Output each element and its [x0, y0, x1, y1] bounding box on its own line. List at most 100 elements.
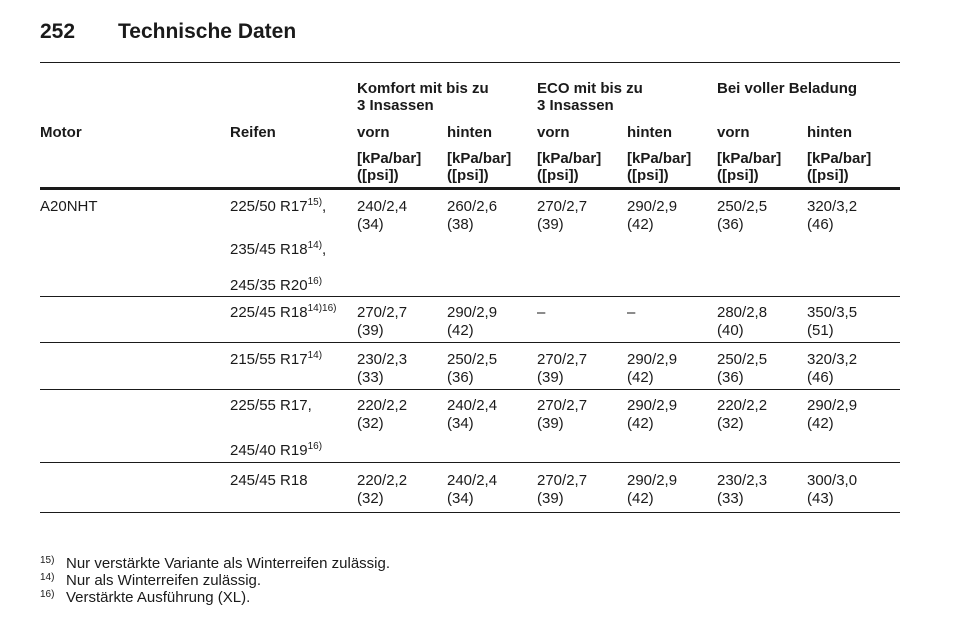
pressure-text: 240/2,4 — [447, 472, 498, 489]
footnote-ref: 15) — [307, 197, 323, 208]
pressure-text: (32) — [717, 415, 744, 432]
page-number: 252 — [40, 20, 76, 43]
column-header: vorn — [357, 124, 390, 141]
pressure: (39) — [537, 216, 564, 233]
pressure: (46) — [807, 369, 834, 386]
pressure-text: 270/2,7 — [537, 472, 588, 489]
pressure: 260/2,6 — [447, 198, 497, 215]
pressure: (32) — [357, 490, 384, 507]
tire-size: 245/45 R18 — [230, 472, 308, 489]
motor: A20NHT — [40, 198, 98, 215]
pressure: 270/2,7 — [537, 198, 587, 215]
pressure-text: 240/2,4 — [447, 397, 498, 414]
tire-size: 245/40 R19 — [230, 442, 308, 459]
unit-header: [kPa/bar] ([psi]) — [807, 150, 871, 184]
group-header-text: ECO mit bis zu 3 Insassen — [537, 80, 643, 114]
pressure-text: 350/3,5 — [807, 304, 858, 321]
pressure-text: (46) — [807, 216, 834, 233]
pressure-text: (33) — [357, 369, 384, 386]
unit-header: [kPa/bar] ([psi]) — [537, 150, 601, 184]
pressure: 290/2,9 — [627, 472, 677, 489]
pressure-text: (39) — [537, 216, 564, 233]
pressure: (40) — [717, 322, 744, 339]
pressure: 290/2,9 — [627, 397, 677, 414]
pressure: (34) — [357, 216, 384, 233]
pressure-text: 230/2,3 — [717, 472, 768, 489]
footnote-text: Nur verstärkte Variante als Winterreifen… — [66, 555, 391, 572]
pressure-text: (42) — [807, 415, 834, 432]
pressure: (32) — [357, 415, 384, 432]
column-header: hinten — [807, 124, 852, 141]
unit-header-text: [kPa/bar] ([psi]) — [447, 150, 512, 184]
pressure: (36) — [447, 369, 474, 386]
pressure-text: 250/2,5 — [447, 351, 498, 368]
pressure: 250/2,5 — [447, 351, 497, 368]
column-header-text: vorn — [537, 124, 570, 141]
pressure-text: (39) — [357, 322, 384, 339]
pressure-text: 290/2,9 — [627, 472, 678, 489]
pressure: (39) — [537, 490, 564, 507]
motor-text: A20NHT — [40, 198, 98, 215]
group-header-text: Komfort mit bis zu 3 Insassen — [357, 80, 489, 114]
column-header: hinten — [447, 124, 492, 141]
footnote-ref: 16) — [307, 276, 323, 287]
pressure-text: – — [627, 304, 636, 321]
rule — [40, 187, 900, 190]
pressure-text: (33) — [717, 490, 744, 507]
column-header: hinten — [627, 124, 672, 141]
pressure-text: – — [537, 304, 546, 321]
pressure-text: 290/2,9 — [447, 304, 498, 321]
pressure: 220/2,2 — [357, 472, 407, 489]
pressure: 270/2,7 — [537, 397, 587, 414]
pressure-text: (34) — [357, 216, 384, 233]
pressure-text: (42) — [627, 490, 654, 507]
tire: 225/55 R17, — [230, 397, 312, 414]
pressure: 270/2,7 — [537, 472, 587, 489]
footnote-ref: 14)16) — [307, 303, 337, 314]
pressure-text: 260/2,6 — [447, 198, 498, 215]
pressure: (36) — [717, 216, 744, 233]
rule — [40, 342, 900, 343]
column-header-text: hinten — [447, 124, 492, 141]
column-header: vorn — [717, 124, 750, 141]
unit-header: [kPa/bar] ([psi]) — [357, 150, 421, 184]
pressure: 350/3,5 — [807, 304, 857, 321]
tire-size: 245/35 R20 — [230, 277, 308, 294]
pressure-text: (42) — [627, 415, 654, 432]
pressure: 230/2,3 — [717, 472, 767, 489]
pressure-text: (36) — [717, 369, 744, 386]
tire-size: 235/45 R18 — [230, 241, 308, 258]
column-header-text: vorn — [717, 124, 750, 141]
column-header-text: hinten — [627, 124, 672, 141]
pressure: 240/2,4 — [447, 472, 497, 489]
tire: 245/35 R2016) — [230, 276, 323, 295]
pressure: 270/2,7 — [357, 304, 407, 321]
pressure: 290/2,9 — [447, 304, 497, 321]
pressure: 270/2,7 — [537, 351, 587, 368]
pressure: 290/2,9 — [627, 198, 677, 215]
footnote-mark: 15) — [40, 555, 55, 566]
rule — [40, 389, 900, 390]
pressure-text: (32) — [357, 415, 384, 432]
pressure-text: 270/2,7 — [537, 351, 588, 368]
pressure: 240/2,4 — [357, 198, 407, 215]
pressure-text: (46) — [807, 369, 834, 386]
footnote-ref: 16) — [307, 441, 323, 452]
pressure-text: 250/2,5 — [717, 351, 768, 368]
pressure-text: (36) — [717, 216, 744, 233]
pressure: 280/2,8 — [717, 304, 767, 321]
unit-header-text: [kPa/bar] ([psi]) — [807, 150, 872, 184]
rule — [40, 62, 900, 63]
pressure-text: (42) — [447, 322, 474, 339]
pressure: (32) — [717, 415, 744, 432]
group-header-text: Bei voller Beladung — [717, 80, 858, 97]
footnote-ref: 14) — [307, 350, 323, 361]
pressure: (51) — [807, 322, 834, 339]
pressure: (39) — [537, 415, 564, 432]
footnote-mark: 14) — [40, 572, 55, 583]
tire-size: 215/55 R17 — [230, 351, 308, 368]
unit-header-text: [kPa/bar] ([psi]) — [717, 150, 782, 184]
pressure-text: 250/2,5 — [717, 198, 768, 215]
tire: 215/55 R1714) — [230, 350, 323, 369]
group-header: ECO mit bis zu 3 Insassen — [537, 80, 643, 114]
